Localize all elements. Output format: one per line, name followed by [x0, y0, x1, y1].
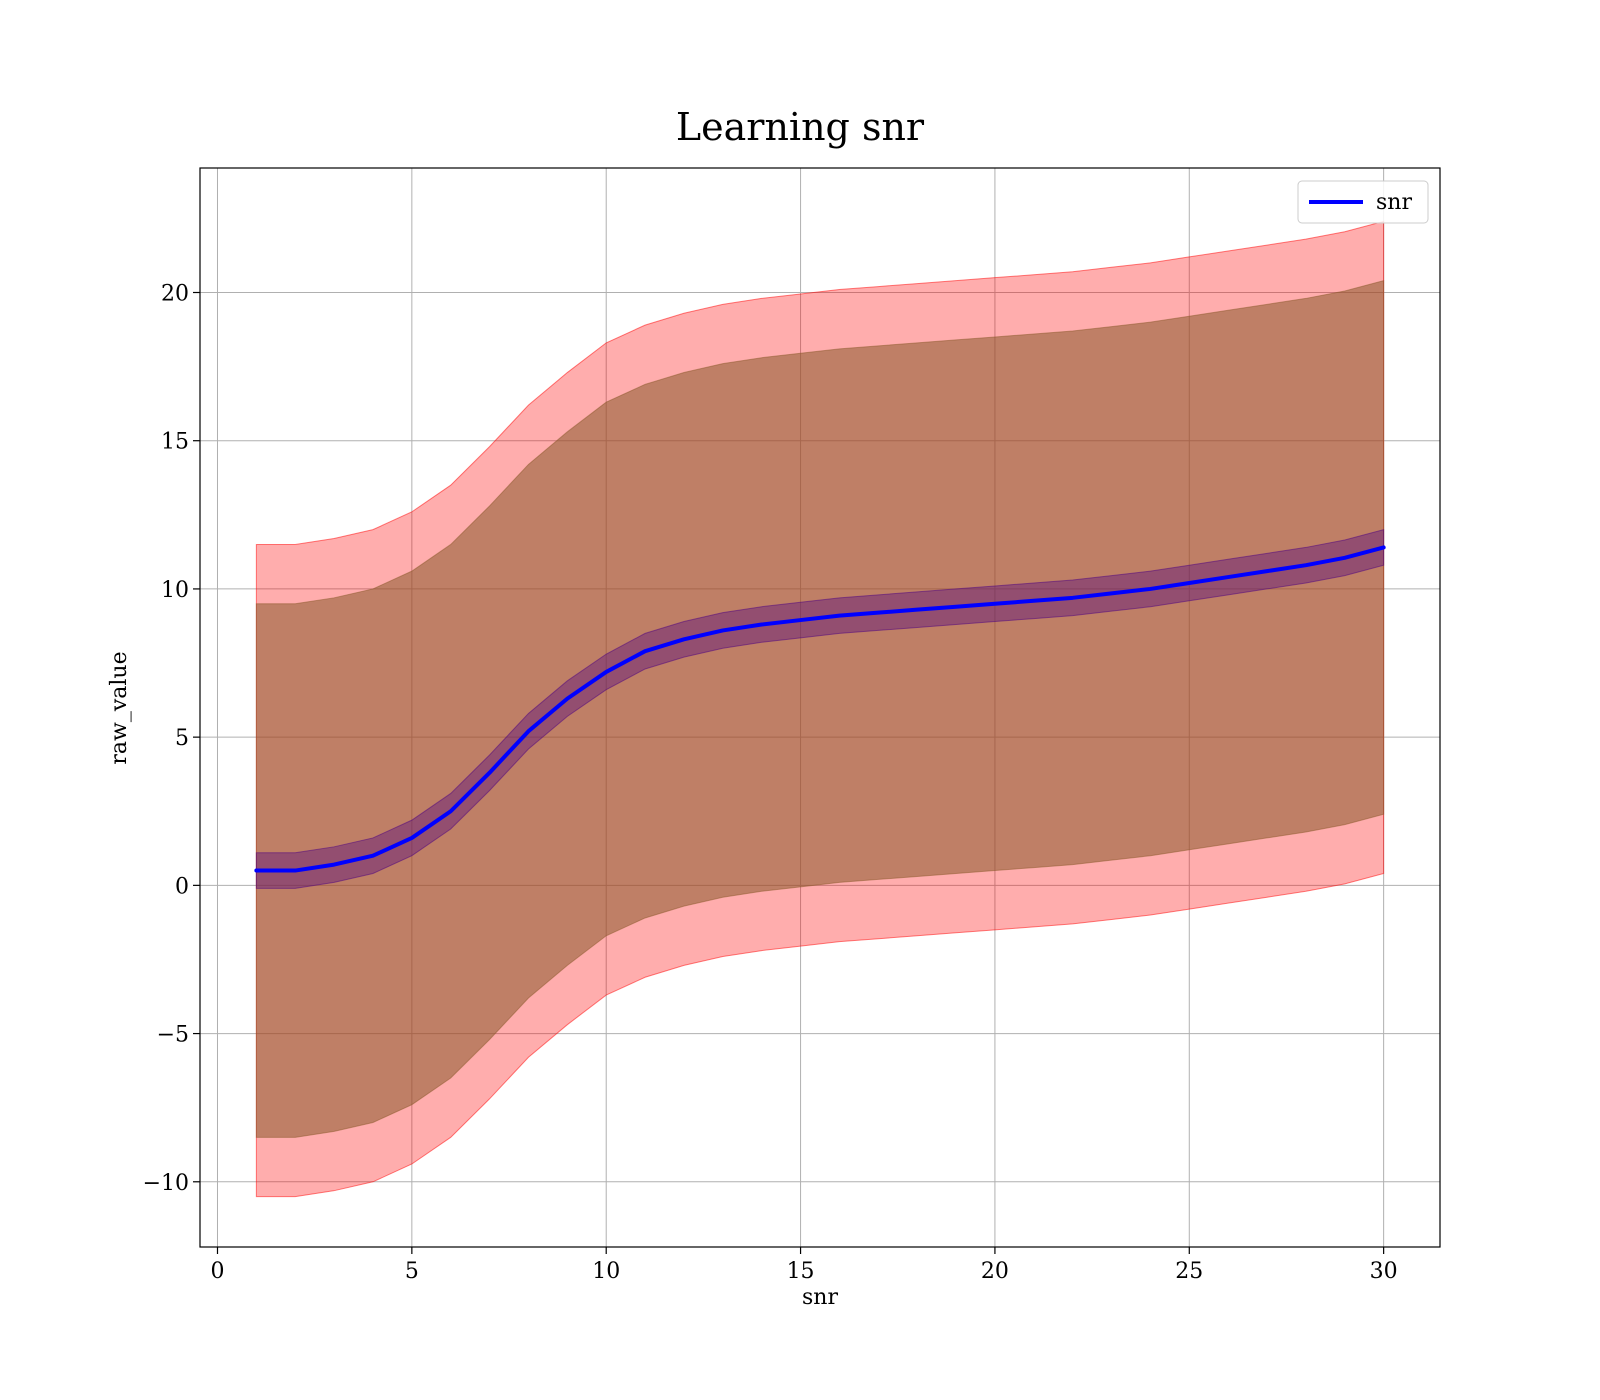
series-lines	[254, 545, 1386, 873]
middle-band-area	[255, 279, 1385, 1138]
x-tick-label: 30	[1370, 1259, 1398, 1284]
x-tick-label: 5	[405, 1259, 419, 1284]
y-tick-label: 0	[175, 874, 189, 899]
axis-ticks: 0 5 10 15 20 25 30 −10 −5 0 5 10 15 20	[143, 282, 1398, 1285]
x-axis-label: snr	[802, 1285, 838, 1310]
plot-frame	[199, 167, 1441, 1248]
inner-band-area	[255, 528, 1385, 889]
series-line-snr	[254, 545, 1386, 873]
x-tick-label: 20	[981, 1259, 1009, 1284]
y-tick-label: −5	[157, 1023, 189, 1048]
chart-title: Learning snr	[676, 105, 925, 149]
x-tick-label: 15	[787, 1259, 815, 1284]
x-tick-label: 25	[1175, 1259, 1203, 1284]
y-tick-label: 5	[175, 726, 189, 751]
x-tick-label: 10	[592, 1259, 620, 1284]
legend-label-snr: snr	[1376, 190, 1412, 215]
y-tick-label: 10	[161, 578, 189, 603]
confidence-bands	[255, 220, 1385, 1198]
y-tick-label: 15	[161, 430, 189, 455]
y-tick-label: 20	[161, 282, 189, 307]
legend: snr	[1297, 180, 1429, 224]
y-tick-label: −10	[143, 1171, 189, 1196]
x-tick-label: 0	[210, 1259, 224, 1284]
y-axis-label: raw_value	[107, 651, 132, 764]
